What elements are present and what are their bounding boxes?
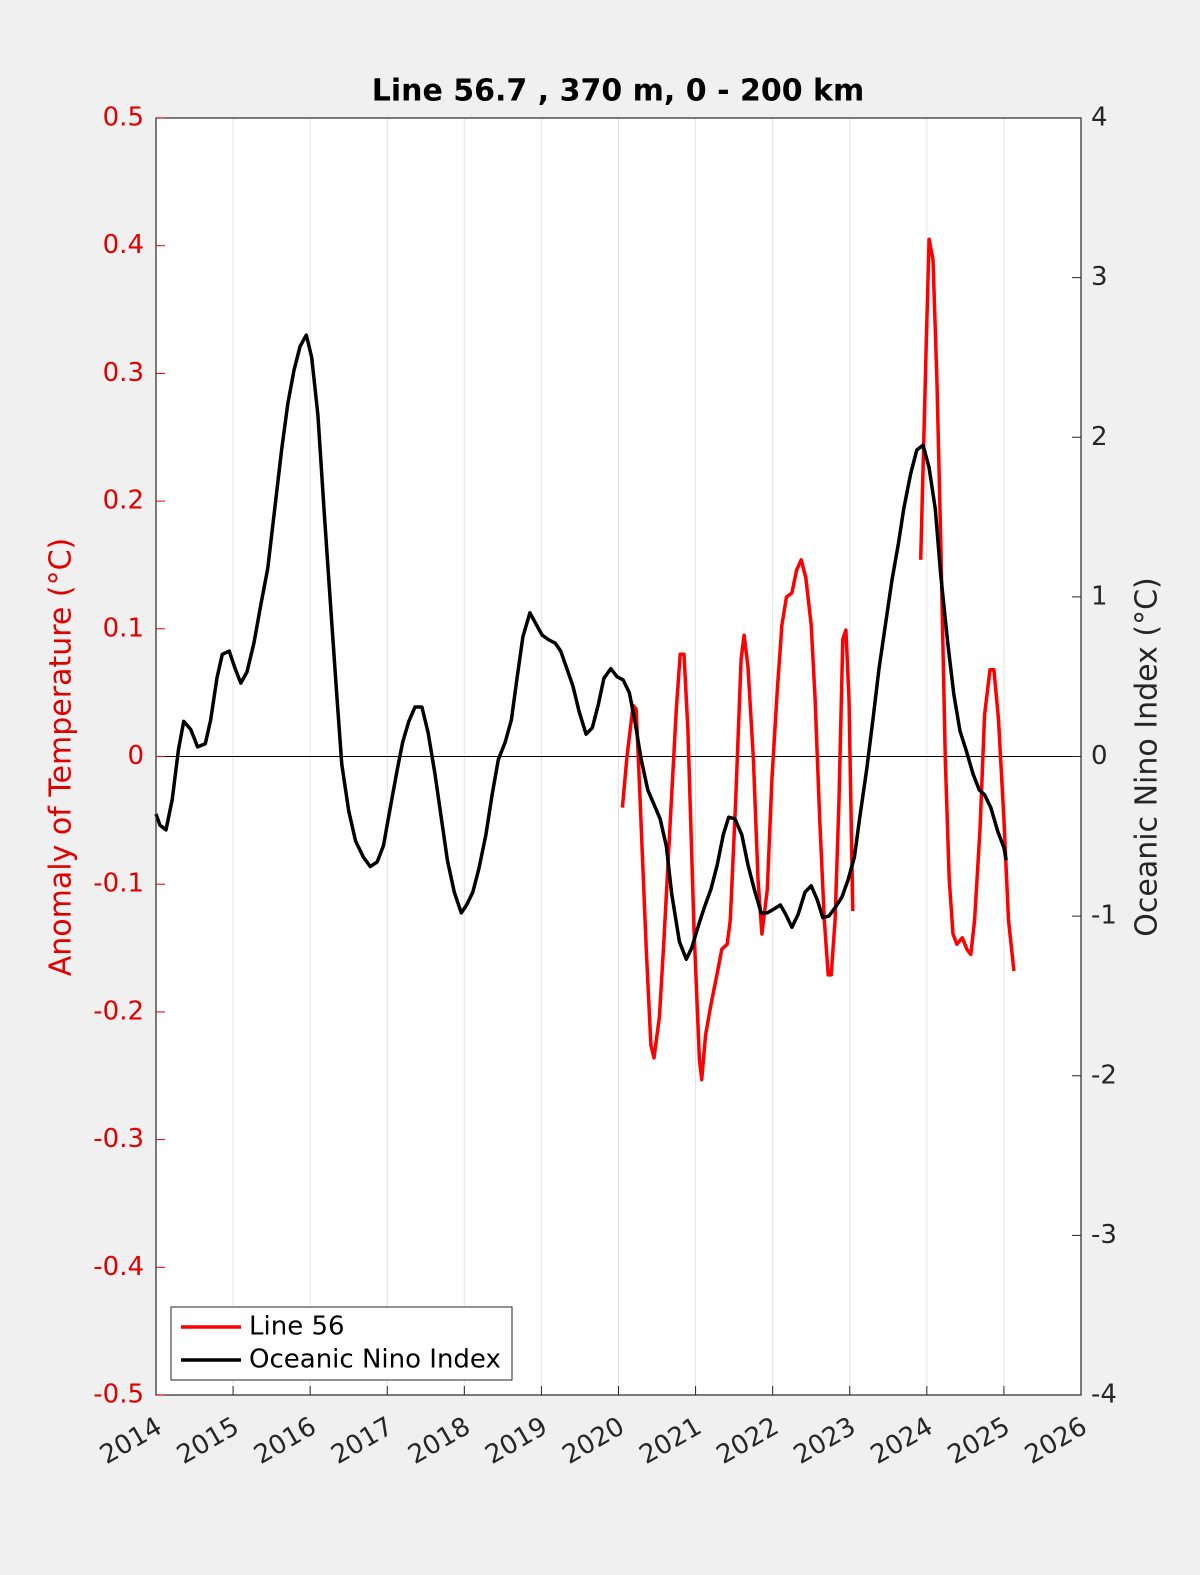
legend-label: Oceanic Nino Index [249,1345,501,1375]
y-tick-label: -0.1 [93,869,144,899]
y-tick-label: -0.2 [93,996,144,1026]
lines [154,237,1016,1082]
series-line [154,333,1008,961]
y2-axis-label: Oceanic Nino Index (°C) [1130,577,1165,937]
y2-tick-label: 4 [1091,103,1108,133]
y-tick-label: 0.1 [103,613,144,643]
series-line [620,237,1016,1082]
y-tick-label: 0.3 [103,358,144,388]
legend-label: Line 56 [249,1312,345,1342]
y-tick-label: 0.4 [103,230,144,260]
y-tick-label: 0.2 [103,486,144,516]
y2-tick-label: 3 [1091,262,1108,292]
y-tick-label: 0.5 [103,103,144,133]
y-tick-label: 0 [127,741,144,771]
y-tick-label: -0.3 [93,1124,144,1154]
legend-box [170,1306,513,1381]
chart-title: Line 56.7 , 370 m, 0 - 200 km [372,74,865,109]
y2-tick-label: 0 [1091,741,1108,771]
y-tick-label: -0.5 [93,1380,144,1410]
y2-tick-label: -2 [1091,1060,1117,1090]
y2-tick-label: -3 [1091,1220,1117,1250]
y2-tick-label: -1 [1091,901,1117,931]
y-tick-label: -0.4 [93,1252,144,1282]
y2-tick-label: 1 [1091,581,1108,611]
y2-tick-label: -4 [1091,1380,1117,1410]
y-axis-label: Anomaly of Temperature (°C) [44,538,79,977]
y2-tick-label: 2 [1091,422,1108,452]
